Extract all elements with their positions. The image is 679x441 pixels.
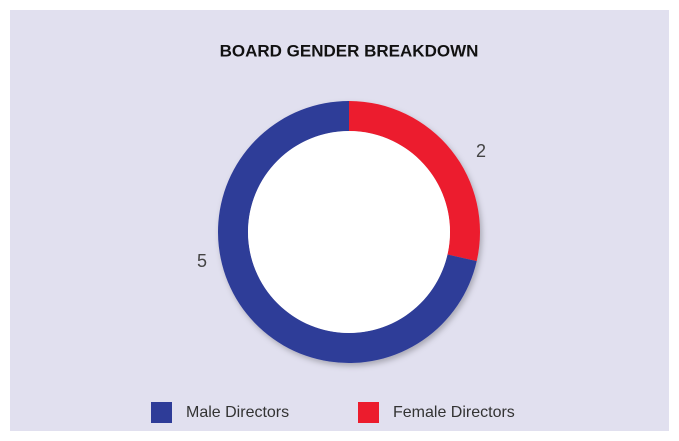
donut (217, 101, 480, 364)
data-label: 2 (476, 141, 486, 161)
legend-swatch (151, 402, 172, 423)
donut-hole (248, 131, 450, 333)
data-label: 5 (197, 251, 207, 271)
legend-label: Male Directors (186, 404, 289, 421)
donut-slice (349, 101, 480, 262)
chart-title: BOARD GENDER BREAKDOWN (220, 41, 479, 60)
legend-label: Female Directors (393, 404, 515, 421)
legend-swatch (358, 402, 379, 423)
